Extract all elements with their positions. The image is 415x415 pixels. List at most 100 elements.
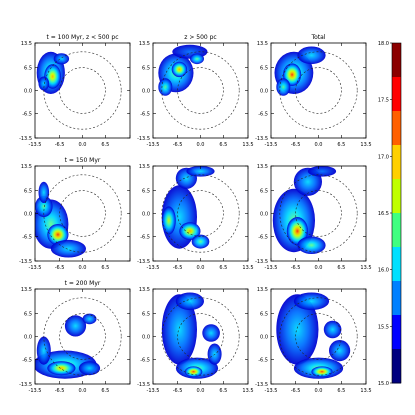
y-tick-label: -13.5: [255, 136, 268, 142]
x-tick-label: -13.5: [265, 142, 278, 148]
panel-r0-c1: z > 500 pc 13.5 6.5 0.0 -6.5 -13.5-13.5 -6.5 0.…: [137, 34, 254, 148]
panel-r0-c0: t = 100 Myr, z < 500 pc 13.5 6.5 0.0 -6.5 -13…: [19, 34, 131, 148]
density-blob: [161, 206, 176, 235]
x-tick-label: -13.5: [265, 388, 278, 394]
y-tick-label: -6.5: [22, 234, 32, 240]
x-tick-label: 6.5: [337, 142, 345, 148]
y-tick-label: 6.5: [142, 66, 150, 72]
y-tick-label: -13.5: [137, 136, 150, 142]
density-blob: [186, 166, 215, 177]
density-blob: [38, 181, 50, 203]
x-tick-label: -6.5: [55, 265, 65, 271]
y-tick-label: -13.5: [19, 259, 32, 265]
x-tick-label: -13.5: [29, 265, 42, 271]
colorbar-tick-label: 15.5: [378, 324, 389, 330]
x-tick-label: 0.0: [315, 142, 323, 148]
x-tick-label: 0.0: [79, 142, 87, 148]
panel-r1-c2: 13.5 6.5 0.0 -6.5 -13.5-13.5 -6.5 0.0 6.5 13.5: [255, 164, 372, 271]
x-tick-label: 13.5: [242, 388, 253, 394]
radius-circle: [161, 174, 240, 253]
density-blob: [78, 361, 101, 376]
density-blob: [276, 78, 291, 96]
density-blob: [158, 78, 173, 96]
y-tick-label: -6.5: [258, 111, 268, 117]
x-tick-label: 0.0: [315, 265, 323, 271]
y-tick-label: 13.5: [21, 287, 32, 293]
x-tick-label: 0.0: [197, 142, 205, 148]
density-blob: [323, 320, 342, 339]
colorbar-segment: [392, 111, 401, 146]
x-tick-label: -6.5: [291, 265, 301, 271]
colorbar-tick-label: 17.0: [378, 154, 389, 160]
density-blob: [307, 166, 337, 177]
density-blob: [35, 195, 53, 218]
y-tick-label: 13.5: [139, 41, 150, 47]
panel-r1-c0: t = 150 Myr 13.5 6.5 0.0 -6.5 -13.5-13.5 -6.5 0…: [19, 157, 131, 271]
y-tick-label: -6.5: [258, 357, 268, 363]
y-tick-label: -6.5: [258, 234, 268, 240]
colorbar-segment: [392, 213, 401, 248]
radius-circle: [43, 174, 122, 253]
colorbar-segment: [392, 179, 401, 214]
x-tick-label: 6.5: [219, 265, 227, 271]
panel-title: Total: [310, 34, 325, 41]
radius-circle: [295, 190, 342, 237]
x-tick-label: -6.5: [55, 388, 65, 394]
y-tick-label: 13.5: [139, 164, 150, 170]
colorbar-segment: [392, 281, 401, 316]
panel-title: z > 500 pc: [184, 34, 216, 41]
panel-title: t = 150 Myr: [65, 157, 101, 164]
radius-circle: [43, 51, 122, 130]
x-tick-label: 6.5: [101, 388, 109, 394]
x-tick-label: -13.5: [147, 265, 160, 271]
x-tick-label: 6.5: [337, 388, 345, 394]
density-blob: [161, 294, 197, 365]
colorbar-segment: [392, 247, 401, 282]
x-tick-label: 13.5: [242, 265, 253, 271]
density-blob: [286, 217, 308, 246]
x-tick-label: -13.5: [147, 388, 160, 394]
y-tick-label: -6.5: [22, 111, 32, 117]
panel-grid: t = 100 Myr, z < 500 pc 13.5 6.5 0.0 -6.5 -13…: [19, 34, 372, 394]
density-blob: [190, 53, 204, 65]
x-tick-label: 0.0: [197, 388, 205, 394]
x-tick-label: -6.5: [55, 142, 65, 148]
x-tick-label: -6.5: [173, 142, 183, 148]
radius-circle: [59, 313, 106, 360]
y-tick-label: -13.5: [137, 382, 150, 388]
y-tick-label: 13.5: [257, 41, 268, 47]
y-tick-label: 0.0: [142, 89, 150, 95]
density-blob: [276, 294, 319, 365]
x-tick-label: 0.0: [315, 388, 323, 394]
y-tick-label: 6.5: [24, 312, 32, 318]
x-tick-label: -13.5: [265, 265, 278, 271]
y-tick-label: -13.5: [19, 382, 32, 388]
density-blob: [184, 366, 203, 378]
x-tick-label: -6.5: [173, 265, 183, 271]
panel-r2-c2: 13.5 6.5 0.0 -6.5 -13.5-13.5 -6.5 0.0 6.5 13.5: [255, 287, 372, 394]
radius-circle: [161, 51, 240, 130]
density-blob: [202, 324, 220, 342]
x-tick-label: 13.5: [360, 265, 371, 271]
y-tick-label: 0.0: [142, 335, 150, 341]
radius-circle: [59, 67, 106, 114]
radius-circle: [177, 67, 224, 114]
radius-circle: [177, 313, 224, 360]
x-tick-label: -6.5: [173, 388, 183, 394]
y-tick-label: 6.5: [142, 312, 150, 318]
y-tick-label: 13.5: [257, 287, 268, 293]
y-tick-label: -6.5: [140, 357, 150, 363]
density-blob: [329, 340, 351, 362]
density-blob: [47, 224, 69, 246]
colorbar-tick-label: 17.5: [378, 98, 389, 104]
x-tick-label: 6.5: [219, 388, 227, 394]
panel-r2-c1: 13.5 6.5 0.0 -6.5 -13.5-13.5 -6.5 0.0 6.5 13.5: [137, 287, 254, 394]
radius-circle: [177, 190, 224, 237]
density-blob: [38, 76, 50, 91]
y-tick-label: 6.5: [24, 66, 32, 72]
panel-r1-c1: 13.5 6.5 0.0 -6.5 -13.5-13.5 -6.5 0.0 6.5 13.5: [137, 164, 254, 271]
y-tick-label: -6.5: [140, 234, 150, 240]
y-tick-label: -13.5: [137, 259, 150, 265]
colorbar-segment: [392, 43, 401, 78]
density-blob: [64, 315, 87, 337]
